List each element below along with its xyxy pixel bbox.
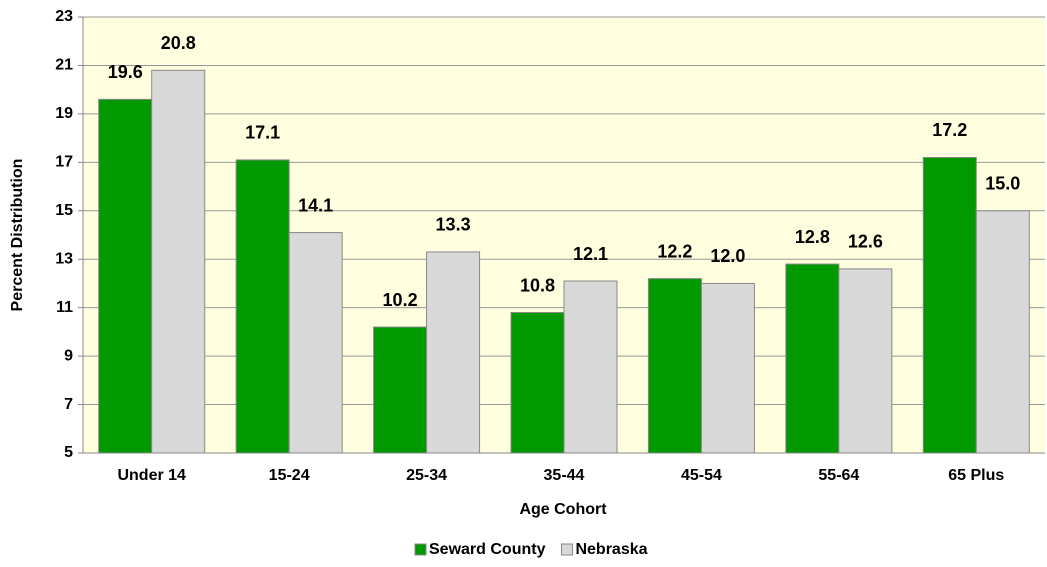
bar <box>426 251 481 454</box>
x-tick-label: 15-24 <box>269 467 310 484</box>
y-axis-title: Percent Distribution <box>9 159 26 312</box>
value-label: 12.1 <box>573 244 608 264</box>
value-label: 17.1 <box>245 123 280 143</box>
x-tick-label: 35-44 <box>544 467 585 484</box>
y-tick-label: 21 <box>55 57 73 74</box>
bar <box>700 282 755 454</box>
value-label: 10.8 <box>520 275 555 295</box>
legend-swatch <box>560 543 573 556</box>
legend-swatch <box>414 543 427 556</box>
y-tick-label: 23 <box>55 8 73 25</box>
value-label: 20.8 <box>161 33 196 53</box>
value-label: 12.2 <box>657 241 692 261</box>
value-label: 10.2 <box>383 290 418 310</box>
y-tick-label: 7 <box>64 396 73 413</box>
y-tick-label: 11 <box>56 299 73 316</box>
bar <box>785 263 840 454</box>
bar <box>563 280 618 454</box>
y-tick-label: 5 <box>64 444 73 461</box>
bar <box>975 210 1030 454</box>
bar <box>647 278 702 454</box>
value-label: 12.0 <box>710 246 745 266</box>
bar <box>235 159 290 454</box>
y-tick-label: 17 <box>55 154 73 171</box>
x-tick-label: Under 14 <box>117 467 186 484</box>
bar <box>151 69 206 454</box>
x-tick-label: 65 Plus <box>948 467 1004 484</box>
value-label: 19.6 <box>108 62 143 82</box>
value-label: 12.8 <box>795 227 830 247</box>
bar <box>838 268 893 454</box>
y-tick-label: 13 <box>55 250 73 267</box>
x-axis-title: Age Cohort <box>519 501 607 518</box>
x-tick-label: 55-64 <box>818 467 859 484</box>
value-label: 12.6 <box>848 232 883 252</box>
value-label: 17.2 <box>932 120 967 140</box>
bar <box>373 326 428 454</box>
y-tick-label: 9 <box>64 347 73 364</box>
x-tick-label: 45-54 <box>681 467 722 484</box>
legend-label: Nebraska <box>575 541 647 558</box>
value-label: 13.3 <box>436 215 471 235</box>
bar <box>922 156 977 454</box>
value-label: 15.0 <box>985 174 1020 194</box>
y-tick-label: 19 <box>55 105 73 122</box>
bar <box>510 312 565 454</box>
y-tick-label: 15 <box>55 202 73 219</box>
x-tick-label: 25-34 <box>406 467 447 484</box>
legend-label: Seward County <box>429 541 546 558</box>
bar <box>98 98 153 454</box>
value-label: 14.1 <box>298 195 333 215</box>
bar <box>288 232 343 454</box>
